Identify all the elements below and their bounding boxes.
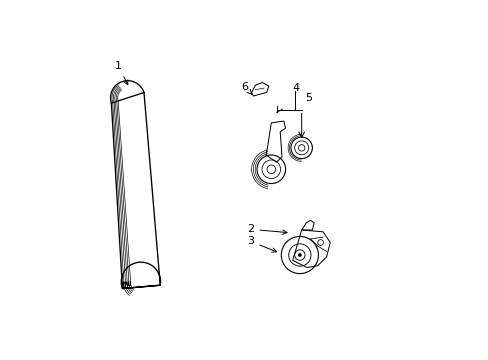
Text: 5: 5 [305, 93, 312, 103]
Text: 6: 6 [241, 82, 251, 94]
Text: 3: 3 [247, 237, 276, 252]
Text: 1: 1 [115, 62, 127, 85]
Text: 4: 4 [292, 83, 299, 93]
Circle shape [298, 253, 301, 257]
Text: 2: 2 [247, 224, 286, 234]
